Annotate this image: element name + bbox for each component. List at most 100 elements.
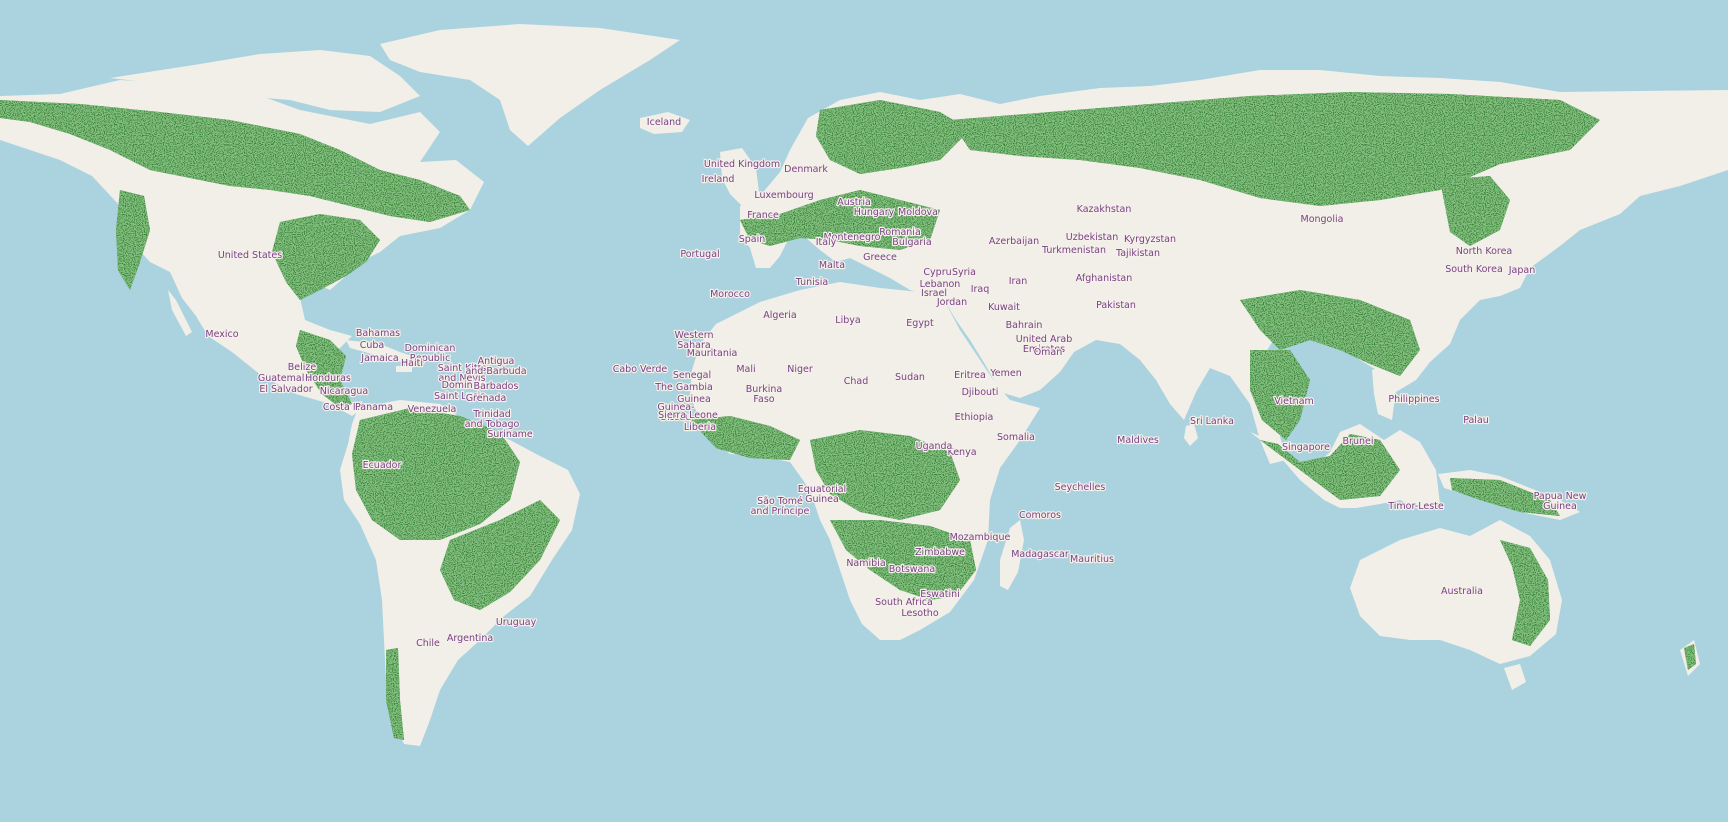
- country-label-libya: Libya: [835, 315, 860, 326]
- country-label-united-states: United States: [218, 250, 282, 261]
- forest-speckle-layer: [0, 92, 1696, 740]
- tasmania: [1504, 664, 1526, 690]
- forest-siberia-speckle: [950, 92, 1600, 206]
- country-label-singapore: Singapore: [1282, 442, 1330, 453]
- country-label-guinea: Guinea: [677, 394, 711, 405]
- country-label-haiti: Haiti: [401, 358, 423, 369]
- country-label-israel: Israel: [921, 288, 947, 299]
- country-label-north-korea: North Korea: [1456, 246, 1513, 257]
- country-label-equatorial-guinea: Equatorial Guinea: [798, 484, 846, 505]
- country-label-el-salvador: El Salvador: [259, 384, 312, 395]
- country-label-mauritius: Mauritius: [1070, 554, 1114, 565]
- country-label-venezuela: Venezuela: [408, 404, 457, 415]
- forest-atlantic-brazil-speckle: [440, 500, 560, 610]
- country-label-namibia: Namibia: [846, 558, 885, 569]
- country-label-zimbabwe: Zimbabwe: [915, 547, 965, 558]
- country-label-south-korea: South Korea: [1445, 264, 1503, 275]
- forest-southeast-asia-speckle: [1250, 350, 1310, 440]
- country-label-united-kingdom: United Kingdom: [704, 159, 780, 170]
- country-label-burkina-faso: Burkina Faso: [746, 384, 782, 405]
- country-label-montenegro: Montenegro: [823, 232, 880, 243]
- country-label-south-africa: South Africa: [875, 597, 933, 608]
- country-label-kyrgyzstan: Kyrgyzstan: [1124, 234, 1176, 245]
- iceland: [640, 112, 690, 134]
- country-label-mexico: Mexico: [205, 329, 238, 340]
- country-label-sao-tome-and-principe: São Tomé and Príncipe: [751, 496, 810, 517]
- country-label-sudan: Sudan: [895, 372, 925, 383]
- country-label-morocco: Morocco: [710, 289, 750, 300]
- country-label-suriname: Suriname: [487, 429, 533, 440]
- country-label-dominican-republic: Dominican Republic: [405, 343, 456, 364]
- country-label-jordan: Jordan: [936, 297, 967, 308]
- country-label-papua-new-guinea: Papua New Guinea: [1534, 491, 1587, 512]
- country-label-djibouti: Djibouti: [962, 387, 999, 398]
- country-label-austria: Austria: [837, 197, 871, 208]
- country-label-iraq: Iraq: [971, 284, 990, 295]
- country-label-saint-kitts-and-nevis: Saint Kitts and Nevis: [438, 363, 487, 384]
- country-label-somalia: Somalia: [997, 432, 1035, 443]
- country-label-lebanon: Lebanon: [920, 279, 961, 290]
- madagascar: [1000, 520, 1024, 590]
- country-label-eritrea: Eritrea: [954, 370, 986, 381]
- country-label-syria: Syria: [952, 267, 976, 278]
- country-label-luxembourg: Luxembourg: [754, 190, 813, 201]
- country-label-tajikistan: Tajikistan: [1115, 248, 1160, 259]
- country-label-malta: Malta: [819, 260, 845, 271]
- country-label-philippines: Philippines: [1388, 394, 1439, 405]
- country-label-eswatini: Eswatini: [920, 589, 960, 600]
- country-label-ethiopia: Ethiopia: [955, 412, 994, 423]
- country-label-chad: Chad: [844, 376, 869, 387]
- forest-canada-boreal-speckle: [0, 100, 470, 222]
- country-label-uzbekistan: Uzbekistan: [1066, 232, 1118, 243]
- country-label-denmark: Denmark: [784, 164, 828, 175]
- country-label-botswana: Botswana: [889, 564, 935, 575]
- country-label-kenya: Kenya: [947, 447, 976, 458]
- country-label-maldives: Maldives: [1117, 435, 1159, 446]
- country-label-japan: Japan: [1508, 265, 1536, 276]
- country-label-iran: Iran: [1009, 276, 1028, 287]
- forest-east-asia-speckle: [1240, 290, 1420, 376]
- country-label-uruguay: Uruguay: [496, 617, 537, 628]
- country-label-azerbaijan: Azerbaijan: [989, 236, 1039, 247]
- baja-california: [168, 290, 192, 336]
- country-label-ecuador: Ecuador: [363, 460, 402, 471]
- country-label-mauritania: Mauritania: [687, 348, 738, 359]
- forest-scandinavia-speckle: [816, 100, 970, 174]
- country-label-australia: Australia: [1441, 586, 1483, 597]
- country-label-cabo-verde: Cabo Verde: [613, 364, 668, 375]
- country-label-saint-lucia: Saint Lucia: [434, 391, 486, 402]
- country-label-tunisia: Tunisia: [795, 277, 828, 288]
- country-label-lesotho: Lesotho: [901, 608, 938, 619]
- forest-europe-speckle: [740, 190, 940, 250]
- country-label-trinidad-and-tobago: Trinidad and Tobago: [465, 409, 520, 430]
- country-label-bahamas: Bahamas: [356, 328, 400, 339]
- country-label-pakistan: Pakistan: [1096, 300, 1136, 311]
- country-label-layer: Iceland United Kingdom Ireland Denmark Luxem…: [204, 116, 1588, 650]
- forest-new-guinea-speckle: [1450, 478, 1560, 516]
- country-label-moldova: Moldova: [898, 207, 938, 218]
- forest-west-africa-speckle: [690, 416, 800, 460]
- country-label-timor-leste: Timor-Leste: [1387, 501, 1444, 512]
- country-label-portugal: Portugal: [680, 249, 719, 260]
- arctic-islands: [110, 50, 420, 112]
- country-label-oman: Oman: [1034, 347, 1063, 358]
- greenland: [380, 24, 680, 146]
- country-label-madagascar: Madagascar: [1011, 549, 1069, 560]
- country-label-sierra-leone: Sierra Leone: [658, 410, 718, 421]
- country-label-belize: Belize: [288, 362, 317, 373]
- country-label-argentina: Argentina: [447, 633, 493, 644]
- country-label-costa-rica: Costa Rica: [323, 402, 373, 413]
- country-label-mozambique: Mozambique: [950, 532, 1011, 543]
- forest-us-east-speckle: [272, 214, 380, 300]
- forest-east-australia-speckle: [1500, 540, 1550, 646]
- country-label-yemen: Yemen: [989, 368, 1022, 379]
- country-label-vietnam: Vietnam: [1274, 396, 1314, 407]
- forest-amazon-speckle: [352, 408, 520, 540]
- country-label-ireland: Ireland: [702, 174, 735, 185]
- country-label-guinea-bissau: Guinea-Bissau: [657, 402, 694, 423]
- country-label-niger: Niger: [787, 364, 813, 375]
- country-label-turkmenistan: Turkmenistan: [1041, 245, 1106, 256]
- forest-central-america-speckle: [296, 330, 352, 408]
- country-label-liberia: Liberia: [684, 422, 716, 433]
